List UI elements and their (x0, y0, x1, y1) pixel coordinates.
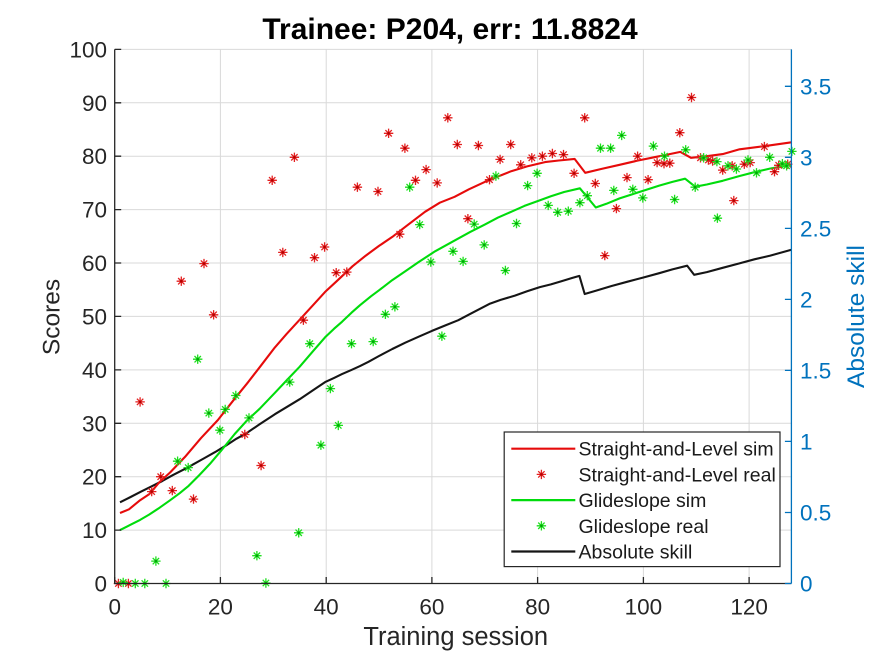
svg-text:1: 1 (800, 429, 813, 454)
svg-text:80: 80 (525, 595, 550, 620)
svg-text:40: 40 (314, 595, 339, 620)
svg-text:60: 60 (419, 595, 444, 620)
svg-text:0.5: 0.5 (800, 501, 831, 526)
svg-text:90: 90 (82, 91, 107, 116)
svg-text:3: 3 (800, 145, 813, 170)
svg-text:Scores: Scores (39, 279, 66, 355)
svg-text:30: 30 (82, 411, 107, 436)
svg-text:40: 40 (82, 358, 107, 383)
svg-text:120: 120 (730, 595, 768, 620)
svg-text:0: 0 (800, 572, 813, 597)
svg-text:100: 100 (69, 37, 107, 62)
svg-text:0: 0 (94, 572, 107, 597)
svg-text:2: 2 (800, 287, 813, 312)
svg-text:Glideslope sim: Glideslope sim (579, 490, 707, 512)
svg-text:Trainee: P204, err: 11.8824: Trainee: P204, err: 11.8824 (262, 13, 638, 46)
svg-text:Absolute skill: Absolute skill (579, 542, 693, 564)
svg-text:Absolute skill: Absolute skill (843, 245, 870, 388)
svg-text:20: 20 (82, 465, 107, 490)
svg-text:60: 60 (82, 251, 107, 276)
svg-text:1.5: 1.5 (800, 358, 831, 383)
svg-text:70: 70 (82, 198, 107, 223)
svg-text:2.5: 2.5 (800, 216, 831, 241)
svg-text:Glideslope real: Glideslope real (579, 516, 709, 538)
svg-text:3.5: 3.5 (800, 74, 831, 99)
svg-text:Training session: Training session (363, 623, 548, 651)
svg-text:50: 50 (82, 304, 107, 329)
svg-text:Straight-and-Level real: Straight-and-Level real (579, 464, 776, 486)
svg-text:Straight-and-Level sim: Straight-and-Level sim (579, 439, 774, 461)
svg-text:0: 0 (108, 595, 121, 620)
svg-text:80: 80 (82, 144, 107, 169)
svg-text:20: 20 (208, 595, 233, 620)
svg-text:10: 10 (82, 518, 107, 543)
svg-text:100: 100 (625, 595, 663, 620)
